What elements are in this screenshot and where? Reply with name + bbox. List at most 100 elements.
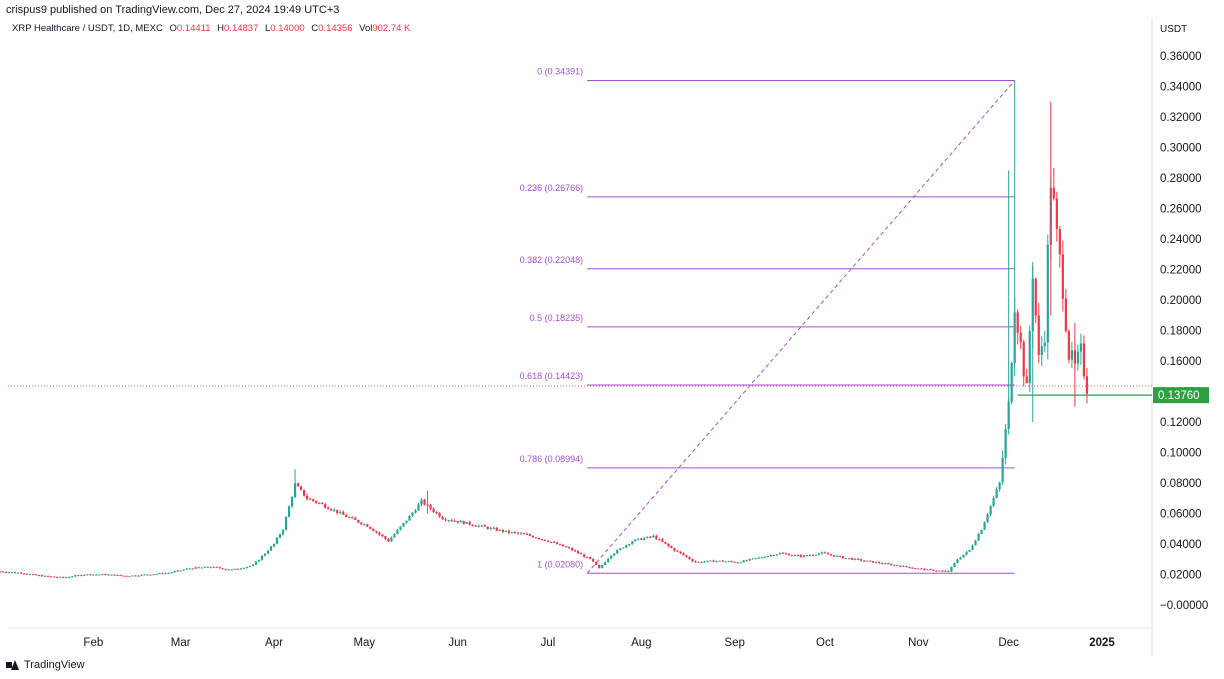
currency-label[interactable]: USDT (1160, 24, 1188, 35)
candle-body (844, 558, 848, 560)
open-label: O (169, 23, 177, 34)
close-value: 0.14356 (318, 23, 353, 34)
fib-level-label: 0 (0.34391) (537, 67, 583, 77)
candle-body (444, 519, 447, 521)
candle-body (1046, 244, 1049, 343)
candle-body (263, 553, 267, 556)
candle-body (164, 573, 167, 575)
candle-body (22, 573, 26, 575)
candle-body (402, 522, 405, 527)
candle-body (74, 575, 77, 577)
candle-body (7, 572, 11, 574)
candle-body (1010, 362, 1013, 403)
candle-body (218, 567, 221, 569)
candle-body (881, 563, 884, 565)
candle-body (1034, 278, 1037, 316)
footer-branding[interactable]: TradingView (6, 659, 85, 671)
x-tick-label: Sep (724, 637, 744, 649)
candle-body (450, 520, 453, 522)
candle-body (456, 520, 459, 523)
candle-body (564, 546, 568, 548)
candle-body (974, 540, 977, 546)
candle-body (245, 566, 248, 568)
candle-body (586, 556, 589, 558)
candle-body (522, 533, 526, 535)
candle-body (736, 562, 739, 564)
candle-body (113, 574, 116, 576)
candle-body (760, 557, 763, 559)
candle-body (920, 568, 923, 570)
candle-body (869, 560, 872, 562)
candle-body (953, 562, 956, 567)
candle-body (393, 533, 396, 538)
candle-body (486, 526, 489, 529)
fib-level-label: 0.618 (0.14423) (520, 371, 584, 381)
candle-body (13, 572, 17, 574)
candle-body (540, 539, 544, 541)
footer-brand: TradingView (24, 659, 85, 671)
candle-body (829, 554, 833, 556)
candle-body (242, 567, 245, 569)
candle-body (697, 561, 700, 563)
candle-body (682, 553, 685, 556)
fib-level-label: 1 (0.02080) (537, 559, 583, 569)
candle-body (474, 525, 477, 527)
candle-body (510, 532, 513, 534)
candle-body (312, 499, 315, 501)
candle-body (125, 575, 128, 577)
candle-body (465, 521, 468, 525)
candle-body (161, 573, 164, 575)
y-tick-label: 0.06000 (1160, 509, 1202, 521)
candle-body (414, 510, 417, 513)
candle-body (661, 539, 664, 542)
candle-body (995, 489, 998, 498)
candle-body (290, 496, 294, 507)
candle-body (462, 520, 465, 525)
candle-body (215, 566, 218, 568)
y-tick-label: 0.30000 (1160, 143, 1202, 155)
y-tick-label: 0.04000 (1160, 539, 1202, 551)
candle-body (116, 575, 119, 577)
candle-body (742, 560, 745, 563)
candle-body (170, 572, 173, 574)
candle-body (610, 555, 613, 559)
candle-body (471, 524, 474, 526)
candle-body (580, 553, 583, 555)
candle-body (155, 573, 158, 575)
fib-level-label: 0.382 (0.22048) (520, 255, 584, 265)
candle-body (158, 573, 161, 575)
candle-body (0, 571, 2, 573)
low-value: 0.14000 (270, 23, 305, 34)
candle-body (459, 520, 462, 523)
candle-body (595, 561, 598, 565)
candle-body (468, 521, 471, 525)
candle-body (384, 536, 387, 539)
candle-body (543, 539, 547, 541)
candle-body (959, 557, 962, 560)
y-tick-label: 0.26000 (1160, 204, 1202, 216)
candle-body (980, 529, 983, 535)
candle-body (212, 566, 215, 568)
candle-body (878, 562, 881, 564)
y-tick-label: 0.36000 (1160, 51, 1202, 63)
candle-body (447, 520, 450, 522)
candle-body (19, 572, 23, 574)
y-tick-label: 0.22000 (1160, 265, 1202, 277)
candle-body (107, 574, 110, 576)
candle-body (887, 563, 890, 565)
candle-body (558, 544, 562, 546)
candle-body (185, 568, 188, 570)
candle-body (480, 525, 483, 527)
candle-body (685, 555, 688, 557)
candle-body (134, 575, 137, 577)
candle-body (652, 535, 655, 538)
candle-body (589, 556, 592, 559)
x-tick-label: Oct (816, 637, 835, 649)
candle-body (784, 553, 787, 555)
candle-body (944, 570, 947, 572)
x-tick-label: Jul (541, 637, 556, 649)
candle-body (670, 546, 673, 549)
candle-body (1082, 343, 1086, 377)
candle-body (751, 558, 754, 560)
